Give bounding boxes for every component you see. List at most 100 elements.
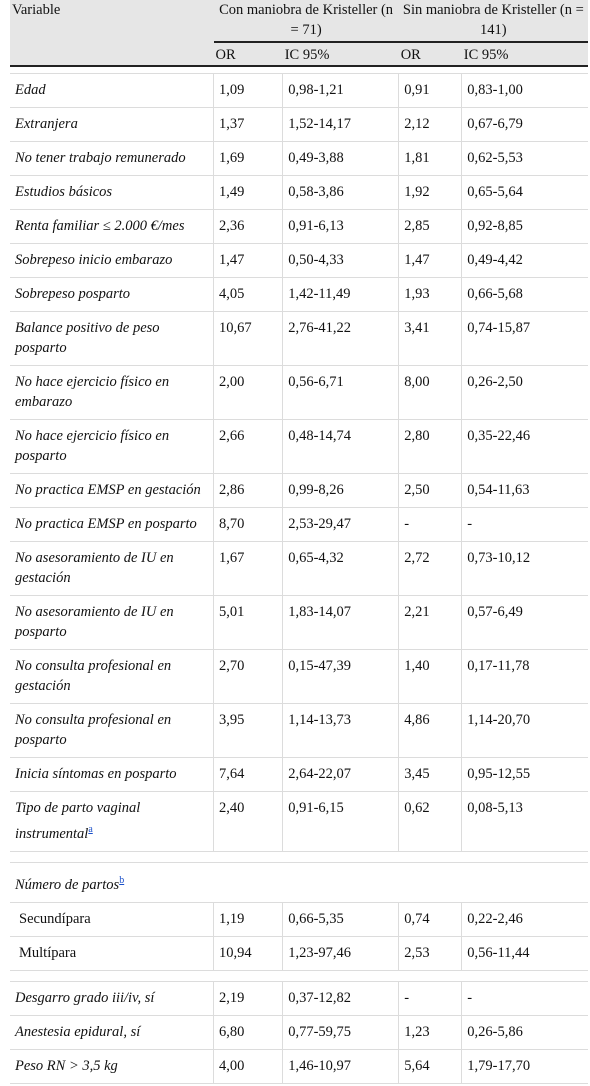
or-con-kristeller: 4,05	[212, 277, 283, 312]
ic-con-kristeller: 0,15-47,39	[282, 649, 399, 704]
header-variable: Variable	[10, 0, 214, 67]
footnote-link[interactable]: a	[88, 824, 93, 835]
ic-sin-kristeller: 0,83-1,00	[461, 73, 588, 108]
row-label: Renta familiar ≤ 2.000 €/mes	[10, 209, 214, 244]
table-row: Renta familiar ≤ 2.000 €/mes 2,36 0,91-6,1…	[10, 209, 588, 244]
row-label: No consulta profesional en posparto	[10, 703, 214, 758]
or-con-kristeller: 2,19	[212, 981, 283, 1016]
table-row: No asesoramiento de IU en gestación 1,67 0…	[10, 541, 588, 596]
or-con-kristeller: 5,01	[212, 595, 283, 650]
row-label: Extranjera	[10, 107, 214, 142]
ic-sin-kristeller: 0,17-11,78	[461, 649, 588, 704]
or-sin-kristeller: 5,64	[398, 1049, 462, 1084]
or-sin-kristeller: 1,23	[398, 1015, 462, 1050]
row-label: Anestesia epidural, sí	[10, 1015, 214, 1050]
or-sin-kristeller: 2,72	[398, 541, 462, 596]
row-label: Secundípara	[10, 902, 214, 937]
table-row: Tipo de parto vaginal instrumentala 2,40 0…	[10, 791, 588, 852]
row-label: No asesoramiento de IU en posparto	[10, 595, 214, 650]
or-con-kristeller: 1,19	[212, 902, 283, 937]
row-label: No asesoramiento de IU en gestación	[10, 541, 214, 596]
row-label: Estudios básicos	[10, 175, 214, 210]
ic-con-kristeller: 0,98-1,21	[282, 73, 399, 108]
or-con-kristeller: 2,00	[212, 365, 283, 420]
table-row: Edad 1,09 0,98-1,21 0,91 0,83-1,00	[10, 73, 588, 108]
ic-sin-kristeller: -	[461, 981, 588, 1016]
or-sin-kristeller: 1,92	[398, 175, 462, 210]
or-sin-kristeller: 1,40	[398, 649, 462, 704]
row-label: Balance positivo de peso posparto	[10, 311, 214, 366]
ic-con-kristeller: 1,23-97,46	[282, 936, 399, 971]
table-row: No asesoramiento de IU en posparto 5,01 1,…	[10, 595, 588, 650]
or-con-kristeller: 4,00	[212, 1049, 283, 1084]
or-con-kristeller: 6,80	[212, 1015, 283, 1050]
ic-con-kristeller: 2,76-41,22	[282, 311, 399, 366]
ic-con-kristeller: 1,42-11,49	[282, 277, 399, 312]
section-heading-row: Número de partosb	[10, 862, 588, 903]
ic-sin-kristeller: 0,56-11,44	[461, 936, 588, 971]
ic-sin-kristeller: 0,95-12,55	[461, 757, 588, 792]
or-sin-kristeller: 3,45	[398, 757, 462, 792]
header-ic-1: IC 95%	[282, 42, 399, 67]
row-label: Edad	[10, 73, 214, 108]
table-row: Multípara 10,94 1,23-97,46 2,53 0,56-11,44	[10, 936, 588, 971]
subheader-row: OR IC 95% OR IC 95%	[10, 42, 588, 67]
row-label: Sobrepeso posparto	[10, 277, 214, 312]
ic-sin-kristeller: 0,73-10,12	[461, 541, 588, 596]
table-row: No hace ejercicio físico en posparto 2,66…	[10, 419, 588, 474]
or-con-kristeller: 8,70	[212, 507, 283, 542]
ic-con-kristeller: 1,83-14,07	[282, 595, 399, 650]
or-con-kristeller: 1,37	[212, 107, 283, 142]
or-con-kristeller: 2,66	[212, 419, 283, 474]
header-or-1: OR	[213, 42, 283, 67]
ic-sin-kristeller: 0,22-2,46	[461, 902, 588, 937]
or-sin-kristeller: 1,93	[398, 277, 462, 312]
spacer-row	[10, 970, 588, 982]
or-sin-kristeller: -	[398, 507, 462, 542]
table-row: No hace ejercicio físico en embarazo 2,00…	[10, 365, 588, 420]
or-con-kristeller: 1,67	[212, 541, 283, 596]
ic-sin-kristeller: 0,67-6,79	[461, 107, 588, 142]
ic-sin-kristeller: 1,79-17,70	[461, 1049, 588, 1084]
table-row: Anestesia epidural, sí 6,80 0,77-59,75 1,23…	[10, 1015, 588, 1050]
or-con-kristeller: 2,36	[212, 209, 283, 244]
or-con-kristeller: 1,47	[212, 243, 283, 278]
ic-con-kristeller: 0,56-6,71	[282, 365, 399, 420]
header-or-2: OR	[398, 42, 462, 67]
table-row: Extranjera 1,37 1,52-14,17 2,12 0,67-6,79	[10, 107, 588, 142]
ic-con-kristeller: 0,77-59,75	[282, 1015, 399, 1050]
ic-sin-kristeller: 0,49-4,42	[461, 243, 588, 278]
or-sin-kristeller: 0,91	[398, 73, 462, 108]
ic-con-kristeller: 0,37-12,82	[282, 981, 399, 1016]
or-con-kristeller: 10,67	[212, 311, 283, 366]
ic-sin-kristeller: 0,62-5,53	[461, 141, 588, 176]
or-sin-kristeller: 2,21	[398, 595, 462, 650]
footnote-link[interactable]: b	[119, 874, 125, 886]
spacer-row	[10, 851, 588, 863]
ic-con-kristeller: 0,65-4,32	[282, 541, 399, 596]
row-label: No tener trabajo remunerado	[10, 141, 214, 176]
ic-con-kristeller: 0,49-3,88	[282, 141, 399, 176]
table-row: No consulta profesional en posparto 3,95 1…	[10, 703, 588, 758]
table-body: Edad 1,09 0,98-1,21 0,91 0,83-1,00 Extranjera…	[10, 73, 588, 1084]
or-sin-kristeller: 3,41	[398, 311, 462, 366]
ic-con-kristeller: 0,58-3,86	[282, 175, 399, 210]
ic-con-kristeller: 0,48-14,74	[282, 419, 399, 474]
row-label: No practica EMSP en posparto	[10, 507, 214, 542]
row-label: Inicia síntomas en posparto	[10, 757, 214, 792]
table-row: Balance positivo de peso posparto 10,67 2,…	[10, 311, 588, 366]
ic-con-kristeller: 0,91-6,13	[282, 209, 399, 244]
ic-sin-kristeller: 0,65-5,64	[461, 175, 588, 210]
or-con-kristeller: 1,49	[212, 175, 283, 210]
header-ic-2: IC 95%	[461, 42, 588, 67]
table-row: Desgarro grado iii/iv, sí 2,19 0,37-12,82 -…	[10, 981, 588, 1016]
table-row: Peso RN > 3,5 kg 4,00 1,46-10,97 5,64 1,79-1…	[10, 1049, 588, 1084]
row-label: No hace ejercicio físico en embarazo	[10, 365, 214, 420]
table-row: Sobrepeso inicio embarazo 1,47 0,50-4,33 1,…	[10, 243, 588, 278]
or-sin-kristeller: 2,53	[398, 936, 462, 971]
or-sin-kristeller: 2,80	[398, 419, 462, 474]
row-label: Desgarro grado iii/iv, sí	[10, 981, 214, 1016]
or-sin-kristeller: 2,12	[398, 107, 462, 142]
ic-sin-kristeller: 0,66-5,68	[461, 277, 588, 312]
or-con-kristeller: 2,40	[212, 791, 283, 852]
